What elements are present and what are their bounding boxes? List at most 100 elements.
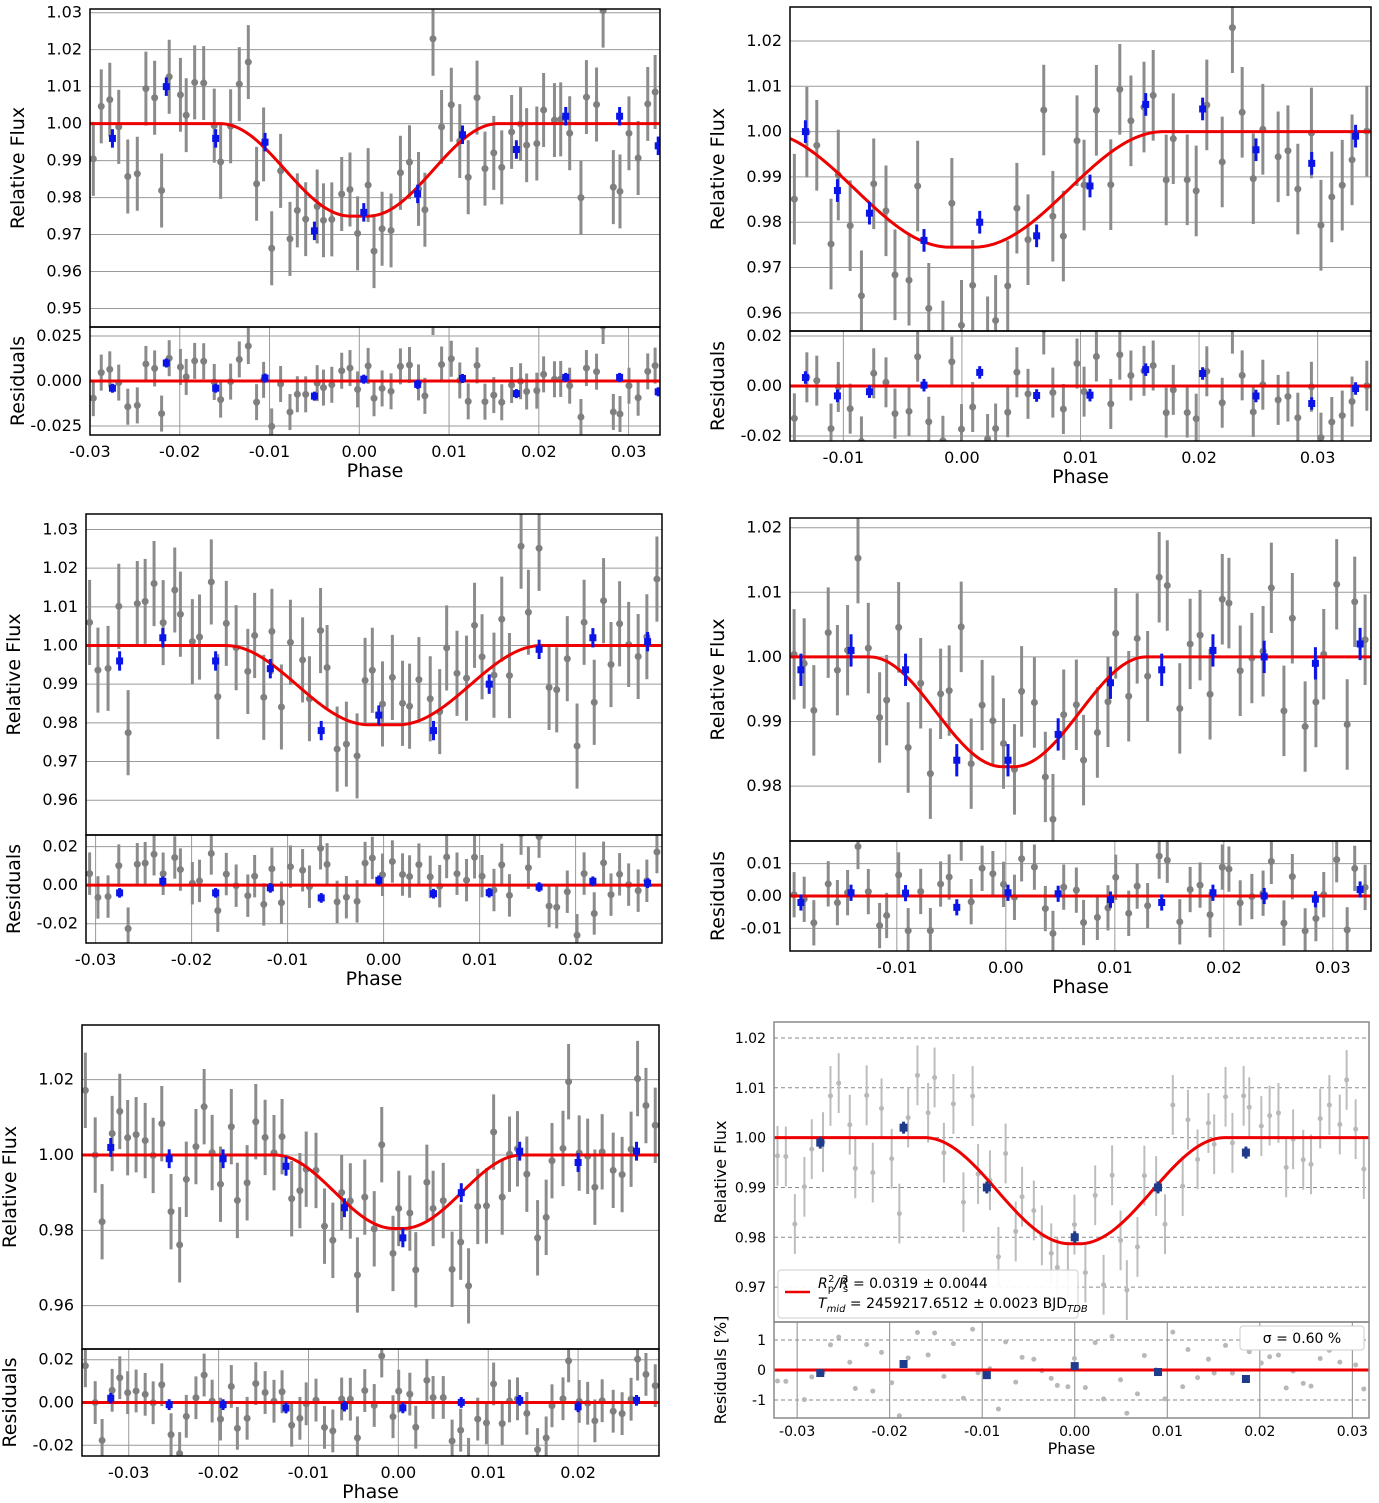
raw-point: [1134, 1244, 1140, 1250]
res-point: [1141, 1353, 1147, 1359]
res-point: [1317, 1356, 1323, 1362]
res-point: [523, 1409, 531, 1417]
raw-point: [809, 1146, 815, 1152]
binned-point: [1241, 1148, 1250, 1157]
res-point: [260, 900, 268, 908]
res-y-axis-label: Residuals: [707, 341, 729, 431]
res-y-axis-label: Residuals: [3, 844, 25, 934]
raw-point: [222, 619, 230, 627]
binned-res-point: [899, 1360, 908, 1368]
binned-res-point: [616, 373, 624, 381]
res-point: [338, 367, 346, 375]
res-point: [1049, 929, 1057, 937]
residual-plot-area: [774, 1326, 1369, 1418]
raw-point: [252, 1118, 260, 1126]
raw-point: [1112, 629, 1120, 637]
raw-point: [464, 173, 472, 181]
raw-point: [1206, 690, 1214, 698]
raw-point: [1249, 175, 1257, 183]
res-point: [268, 865, 276, 873]
raw-point: [361, 1193, 369, 1201]
raw-point: [176, 1241, 184, 1249]
binned-point: [430, 727, 438, 735]
raw-point: [1019, 1194, 1025, 1200]
raw-point: [970, 1093, 976, 1099]
raw-point: [346, 185, 354, 193]
res-point: [1049, 389, 1057, 397]
res-point: [891, 410, 899, 418]
raw-point: [1162, 1221, 1168, 1227]
res-point: [1333, 856, 1341, 864]
raw-point: [992, 316, 1000, 324]
raw-point: [200, 1103, 208, 1111]
res-point: [1186, 886, 1194, 894]
res-point: [1124, 1410, 1130, 1416]
binned-res-point: [116, 889, 124, 897]
raw-point: [133, 170, 141, 178]
xtick-label: 0.00: [988, 958, 1024, 977]
binned-res-point: [1086, 391, 1094, 399]
res-point: [1218, 399, 1226, 407]
res-point: [448, 1437, 456, 1445]
res-point: [625, 382, 633, 390]
binned-res-point: [459, 374, 467, 382]
res-point: [447, 355, 455, 363]
res-point: [1337, 1359, 1343, 1365]
res-point: [243, 1414, 251, 1422]
main-ytick-label: 0.98: [38, 1220, 74, 1239]
raw-point: [870, 180, 878, 188]
binned-point: [485, 680, 493, 688]
res-point: [565, 1357, 573, 1365]
res-point: [299, 866, 307, 874]
res-point: [319, 384, 327, 392]
raw-point: [553, 686, 561, 694]
res-point: [824, 880, 832, 888]
raw-point: [1267, 584, 1275, 592]
raw-point: [1048, 1250, 1054, 1256]
binned-res-point: [212, 384, 220, 392]
raw-point: [243, 1179, 251, 1187]
xtick-label: 0.00: [341, 442, 377, 461]
raw-point: [124, 729, 132, 737]
binned-res-point: [1260, 892, 1268, 900]
raw-point: [524, 608, 532, 616]
res-point: [361, 859, 369, 867]
raw-point: [1361, 1166, 1367, 1172]
raw-point: [573, 742, 581, 750]
res-ytick-label: 0.02: [42, 837, 78, 856]
xtick-label: -0.02: [171, 950, 212, 969]
res-point: [1116, 351, 1124, 359]
raw-point: [498, 615, 506, 623]
raw-point: [317, 627, 325, 635]
res-point: [1238, 371, 1246, 379]
raw-point: [200, 79, 208, 87]
raw-point: [244, 58, 252, 66]
xtick-label: 0.01: [1152, 1424, 1183, 1440]
res-point: [939, 437, 947, 441]
raw-point: [1107, 181, 1115, 189]
main-plot-area: [82, 1040, 659, 1324]
raw-point: [1144, 672, 1152, 680]
raw-point: [792, 1221, 798, 1227]
res-point: [406, 873, 414, 881]
res-point: [1109, 1333, 1115, 1339]
raw-point: [299, 656, 307, 664]
x-axis-label: Phase: [1052, 466, 1109, 488]
binned-res-point: [982, 1371, 991, 1380]
raw-point: [478, 653, 486, 661]
res-point: [1280, 919, 1288, 927]
res-point: [836, 1334, 842, 1340]
res-point: [346, 1395, 354, 1403]
raw-point: [1280, 707, 1288, 715]
res-point: [405, 361, 413, 369]
res-point: [852, 1385, 858, 1391]
chart-panel-1: 0.95 0.96 0.97 0.98 0.99 1.00 1.01 1.02 1.03 -0.0…: [7, 3, 661, 482]
raw-point: [864, 644, 872, 652]
res-ytick-label: 0.01: [746, 854, 782, 873]
res-point: [896, 1413, 902, 1418]
raw-point: [1049, 815, 1057, 823]
raw-point: [1228, 24, 1236, 32]
res-point: [1000, 880, 1008, 888]
raw-point: [1317, 221, 1325, 229]
model-curve: [790, 655, 1371, 769]
